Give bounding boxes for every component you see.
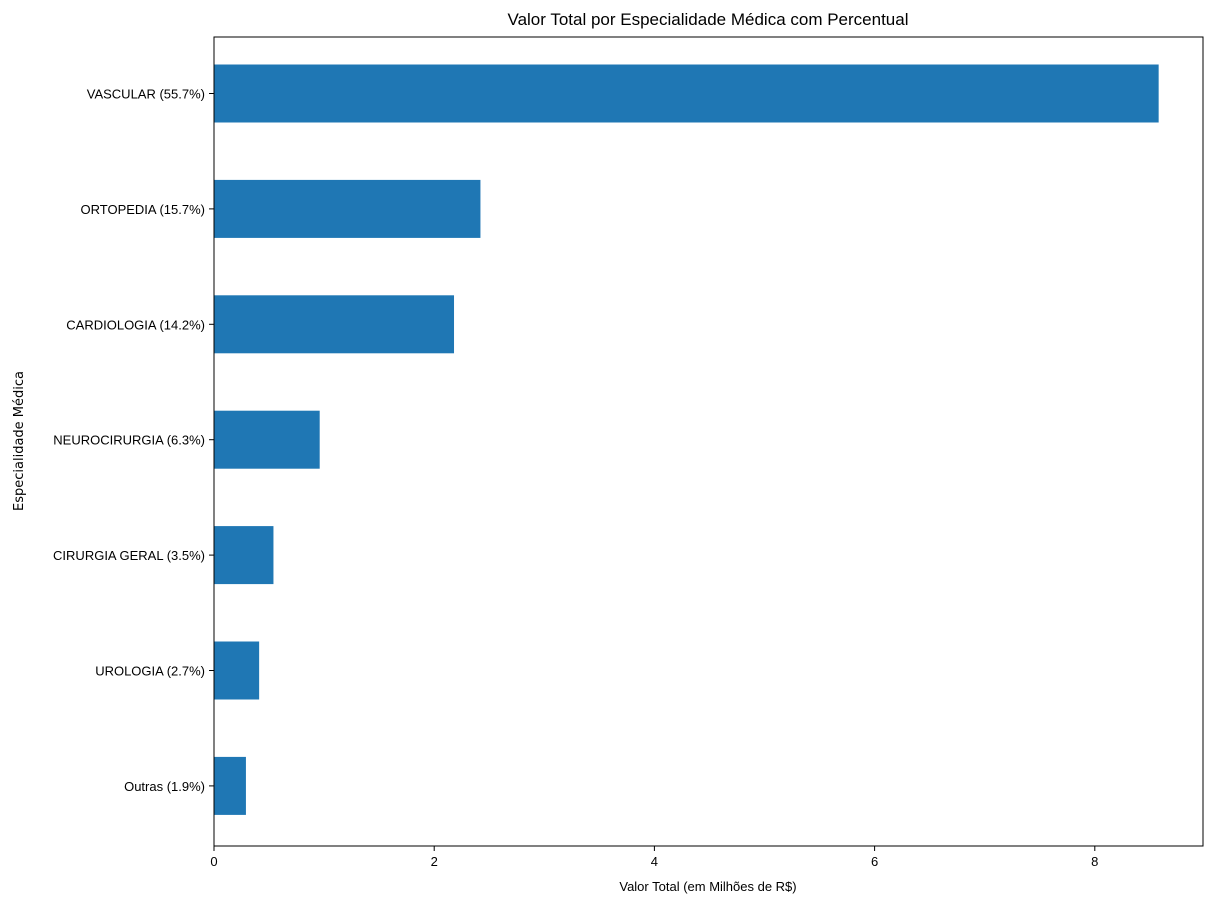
x-tick-label: 6 <box>871 854 878 869</box>
y-tick-label: ORTOPEDIA (15.7%) <box>80 202 205 217</box>
y-axis-label: Especialidade Médica <box>12 371 27 511</box>
y-tick-label: Outras (1.9%) <box>124 779 205 794</box>
bar <box>214 641 260 700</box>
x-tick-label: 8 <box>1091 854 1098 869</box>
x-tick-label: 0 <box>210 854 217 869</box>
x-tick-label: 2 <box>431 854 438 869</box>
plot-frame <box>213 36 1204 847</box>
bar <box>214 756 246 815</box>
y-tick-labels: VASCULAR (55.7%) ORTOPEDIA (15.7%) CARDIOL… <box>53 87 214 794</box>
y-tick-label: CIRURGIA GERAL (3.5%) <box>53 548 205 563</box>
bar <box>214 179 481 238</box>
x-axis-label: Valor Total (em Milhões de R$) <box>619 879 796 894</box>
y-tick-label: VASCULAR (55.7%) <box>87 87 205 102</box>
y-tick-label: CARDIOLOGIA (14.2%) <box>66 317 205 332</box>
y-tick-label: UROLOGIA (2.7%) <box>95 664 205 679</box>
chart-title: Valor Total por Especialidade Médica com… <box>508 10 909 29</box>
bar <box>214 410 320 469</box>
bars-layer <box>214 64 1159 815</box>
x-tick-labels: 0 2 4 6 8 <box>210 846 1098 869</box>
bar <box>214 526 274 585</box>
x-tick-label: 4 <box>651 854 658 869</box>
y-tick-label: NEUROCIRURGIA (6.3%) <box>53 433 205 448</box>
bar <box>214 64 1159 123</box>
bar <box>214 295 455 354</box>
